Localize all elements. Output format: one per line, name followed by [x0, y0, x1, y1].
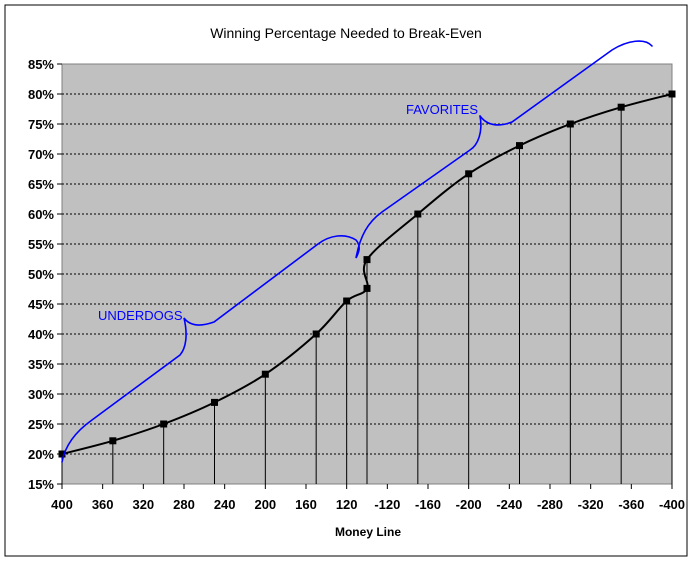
series-markers	[58, 90, 676, 458]
data-point	[109, 437, 117, 445]
data-point	[363, 256, 371, 264]
x-tick-label: 320	[132, 497, 154, 512]
y-tick-label: 20%	[28, 447, 54, 462]
x-axis-label: Money Line	[335, 525, 401, 539]
annotation-favorites: FAVORITES	[406, 102, 478, 117]
y-tick-label: 45%	[28, 297, 54, 312]
x-tick-label: -400	[659, 497, 685, 512]
x-tick-label: 160	[295, 497, 317, 512]
y-tick-label: 40%	[28, 327, 54, 342]
y-tick-label: 50%	[28, 267, 54, 282]
y-tick-label: 70%	[28, 147, 54, 162]
data-point	[566, 120, 574, 128]
y-tick-label: 60%	[28, 207, 54, 222]
x-tick-label: 240	[214, 497, 236, 512]
data-point	[312, 330, 320, 338]
y-tick-label: 75%	[28, 117, 54, 132]
drop-lines	[61, 94, 673, 484]
y-tick-label: 35%	[28, 357, 54, 372]
x-tick-label: -280	[537, 497, 563, 512]
data-point	[516, 142, 523, 150]
x-tick-label: -240	[496, 497, 522, 512]
x-tick-label: 280	[173, 497, 195, 512]
x-tick-label: 400	[51, 497, 73, 512]
x-tick-label: -320	[578, 497, 604, 512]
x-tick-label: 120	[336, 497, 358, 512]
underdogs-brace	[61, 115, 482, 463]
x-tick-label: -200	[456, 497, 482, 512]
data-point	[465, 170, 473, 178]
x-axis-ticks: 400 360 320 280 240 200 160 120 -120 -160 -200 -240…	[51, 484, 685, 512]
data-point	[617, 103, 625, 111]
data-point	[668, 90, 676, 98]
x-tick-label: -360	[618, 497, 644, 512]
annotation-braces	[61, 40, 653, 463]
data-point	[160, 420, 168, 428]
y-tick-label: 80%	[28, 87, 54, 102]
data-point	[261, 370, 269, 378]
chart-title: Winning Percentage Needed to Break-Even	[210, 25, 482, 41]
y-tick-label: 55%	[28, 237, 54, 252]
data-point	[58, 450, 66, 458]
y-tick-label: 85%	[28, 57, 54, 72]
favorites-brace	[479, 40, 653, 126]
y-tick-label: 25%	[28, 417, 54, 432]
y-tick-label: 15%	[28, 477, 54, 492]
x-tick-label: -120	[374, 497, 400, 512]
y-tick-label: 65%	[28, 177, 54, 192]
x-tick-label: 360	[92, 497, 114, 512]
data-point	[343, 297, 351, 305]
data-point	[363, 284, 371, 292]
y-tick-label: 30%	[28, 387, 54, 402]
x-tick-label: -160	[415, 497, 441, 512]
y-axis-ticks: 15% 20% 25% 30% 35% 40% 45% 50% 55% 60% 65% 70% 75% 8…	[28, 57, 62, 492]
data-point	[211, 398, 218, 406]
annotation-underdogs: UNDERDOGS	[98, 308, 183, 323]
data-point	[414, 210, 422, 218]
x-tick-label: 200	[254, 497, 276, 512]
